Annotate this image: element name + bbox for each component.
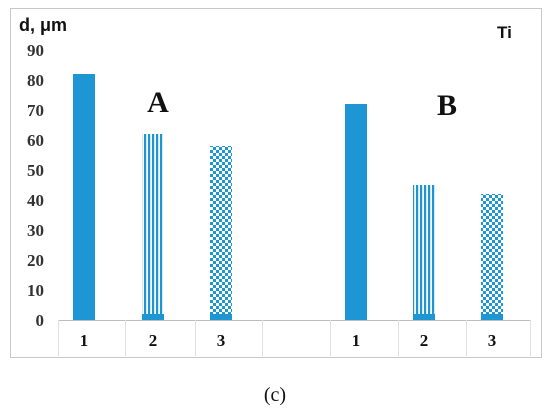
y-tick-label: 90 xyxy=(27,41,44,60)
y-tick-label: 10 xyxy=(27,281,44,300)
category-label: 3 xyxy=(217,331,226,350)
bar-A-3 xyxy=(210,146,232,320)
bar-B-3 xyxy=(481,194,503,320)
bar-base-B-2 xyxy=(413,314,435,320)
category-label: 2 xyxy=(149,331,158,350)
bar-base-B-3 xyxy=(481,314,503,320)
bar-B-2 xyxy=(413,185,435,320)
label-layer: d, μm Ti 1 2 3 A 1 2 3 B xyxy=(19,15,512,350)
bar-A-1 xyxy=(73,74,95,320)
category-label: 1 xyxy=(352,331,361,350)
y-tick-label: 50 xyxy=(27,161,44,180)
y-axis-title: d, μm xyxy=(19,15,67,35)
bar-B-1 xyxy=(345,104,367,320)
category-label: 3 xyxy=(488,331,497,350)
category-label: 2 xyxy=(420,331,429,350)
axis-layer: 0 10 20 30 40 50 60 70 80 90 xyxy=(27,41,531,356)
y-tick-label: 60 xyxy=(27,131,44,150)
group-label-A: A xyxy=(147,86,169,119)
bar-base-A-3 xyxy=(210,314,232,320)
group-label-B: B xyxy=(437,89,457,122)
y-tick-label: 30 xyxy=(27,221,44,240)
bar-A-2 xyxy=(142,134,164,320)
category-label: 1 xyxy=(80,331,89,350)
chart-frame xyxy=(10,8,542,358)
panel-label: Ti xyxy=(497,23,512,42)
y-tick-label: 0 xyxy=(36,311,45,330)
y-tick-label: 40 xyxy=(27,191,44,210)
bar-layer xyxy=(73,74,503,320)
chart-svg: 0 10 20 30 40 50 60 70 80 90 d, μm Ti 1 2 3 A 1 2 3 B xyxy=(19,15,531,356)
figure-caption: (c) xyxy=(263,384,287,406)
y-tick-label: 80 xyxy=(27,71,44,90)
y-tick-label: 70 xyxy=(27,101,44,120)
bar-base-A-2 xyxy=(142,314,164,320)
y-tick-label: 20 xyxy=(27,251,44,270)
